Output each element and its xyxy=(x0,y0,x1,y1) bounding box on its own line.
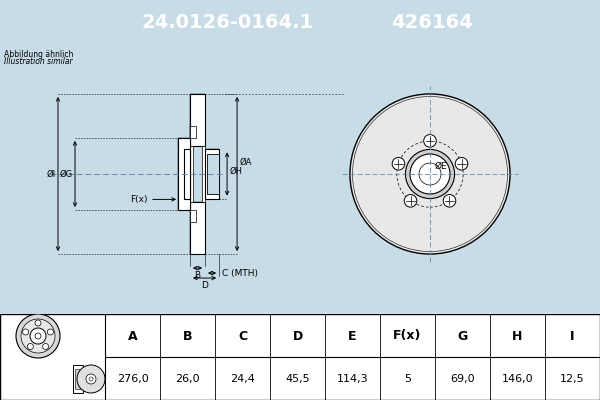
Text: E: E xyxy=(348,330,357,342)
Circle shape xyxy=(77,365,105,393)
Text: F(x): F(x) xyxy=(394,330,422,342)
Text: 276,0: 276,0 xyxy=(116,374,148,384)
Circle shape xyxy=(23,329,29,335)
Bar xyxy=(73,365,83,393)
Bar xyxy=(178,138,190,210)
Text: 426164: 426164 xyxy=(391,14,473,32)
Bar xyxy=(75,369,81,389)
Text: ØH: ØH xyxy=(229,166,242,176)
Bar xyxy=(190,210,196,222)
Text: 114,3: 114,3 xyxy=(337,374,368,384)
Bar xyxy=(202,146,205,202)
Circle shape xyxy=(455,158,468,170)
Circle shape xyxy=(28,344,34,350)
Text: ØG: ØG xyxy=(60,170,73,178)
Text: ØE: ØE xyxy=(435,162,448,171)
Bar xyxy=(207,154,219,194)
Circle shape xyxy=(443,194,456,207)
Text: B: B xyxy=(183,330,192,342)
Circle shape xyxy=(404,194,417,207)
Text: 24,4: 24,4 xyxy=(230,374,255,384)
Bar xyxy=(190,202,205,254)
Circle shape xyxy=(35,320,41,326)
Text: 5: 5 xyxy=(404,374,411,384)
Text: C (MTH): C (MTH) xyxy=(222,268,258,278)
Text: G: G xyxy=(457,330,467,342)
Text: Illustration similar: Illustration similar xyxy=(4,57,73,66)
Text: D: D xyxy=(201,281,208,290)
Circle shape xyxy=(424,134,436,147)
Text: D: D xyxy=(292,330,302,342)
Bar xyxy=(190,146,193,202)
Text: I: I xyxy=(570,330,575,342)
Text: H: H xyxy=(512,330,523,342)
Bar xyxy=(190,126,196,138)
Circle shape xyxy=(419,163,441,185)
Bar xyxy=(205,150,219,198)
Bar xyxy=(184,150,190,198)
Text: F(x): F(x) xyxy=(131,195,148,204)
Circle shape xyxy=(392,158,405,170)
Text: 26,0: 26,0 xyxy=(175,374,200,384)
Circle shape xyxy=(47,329,53,335)
Circle shape xyxy=(16,314,60,358)
Bar xyxy=(205,150,219,198)
Text: A: A xyxy=(128,330,137,342)
Circle shape xyxy=(406,150,455,198)
Text: 69,0: 69,0 xyxy=(450,374,475,384)
Text: ØI: ØI xyxy=(47,170,56,178)
Bar xyxy=(190,94,205,146)
Text: Abbildung ähnlich: Abbildung ähnlich xyxy=(4,50,73,59)
Circle shape xyxy=(350,94,510,254)
Circle shape xyxy=(410,154,450,194)
Text: ØA: ØA xyxy=(239,158,251,166)
Circle shape xyxy=(21,319,55,353)
Bar xyxy=(190,126,196,138)
Text: 12,5: 12,5 xyxy=(560,374,585,384)
Text: C: C xyxy=(238,330,247,342)
Text: 146,0: 146,0 xyxy=(502,374,533,384)
Text: 45,5: 45,5 xyxy=(285,374,310,384)
Bar xyxy=(178,138,190,210)
Bar xyxy=(190,94,205,146)
Text: 24.0126-0164.1: 24.0126-0164.1 xyxy=(142,14,314,32)
Circle shape xyxy=(43,344,49,350)
Circle shape xyxy=(30,328,46,344)
Bar xyxy=(190,202,205,254)
Text: B: B xyxy=(194,271,200,280)
Circle shape xyxy=(86,374,96,384)
Circle shape xyxy=(35,333,41,339)
Circle shape xyxy=(89,377,93,381)
